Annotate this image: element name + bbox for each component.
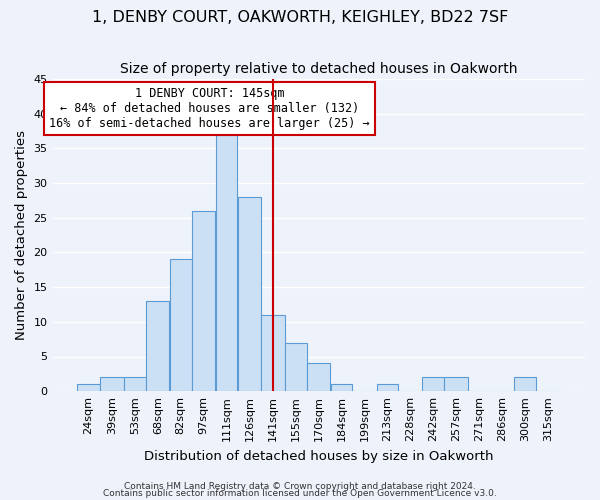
Bar [445,378,467,391]
Bar [331,384,352,391]
Bar [377,384,398,391]
Text: 1 DENBY COURT: 145sqm
← 84% of detached houses are smaller (132)
16% of semi-det: 1 DENBY COURT: 145sqm ← 84% of detached … [49,87,370,130]
Bar [262,315,284,391]
Bar [422,378,444,391]
Text: Contains public sector information licensed under the Open Government Licence v3: Contains public sector information licen… [103,489,497,498]
Bar [307,364,331,391]
X-axis label: Distribution of detached houses by size in Oakworth: Distribution of detached houses by size … [144,450,494,462]
Title: Size of property relative to detached houses in Oakworth: Size of property relative to detached ho… [120,62,518,76]
Bar [100,378,124,391]
Bar [285,342,307,391]
Text: Contains HM Land Registry data © Crown copyright and database right 2024.: Contains HM Land Registry data © Crown c… [124,482,476,491]
Bar [238,197,261,391]
Bar [170,260,191,391]
Bar [514,378,536,391]
Bar [215,134,237,391]
Y-axis label: Number of detached properties: Number of detached properties [15,130,28,340]
Bar [192,211,215,391]
Text: 1, DENBY COURT, OAKWORTH, KEIGHLEY, BD22 7SF: 1, DENBY COURT, OAKWORTH, KEIGHLEY, BD22… [92,10,508,25]
Bar [146,301,169,391]
Bar [124,378,146,391]
Bar [77,384,100,391]
